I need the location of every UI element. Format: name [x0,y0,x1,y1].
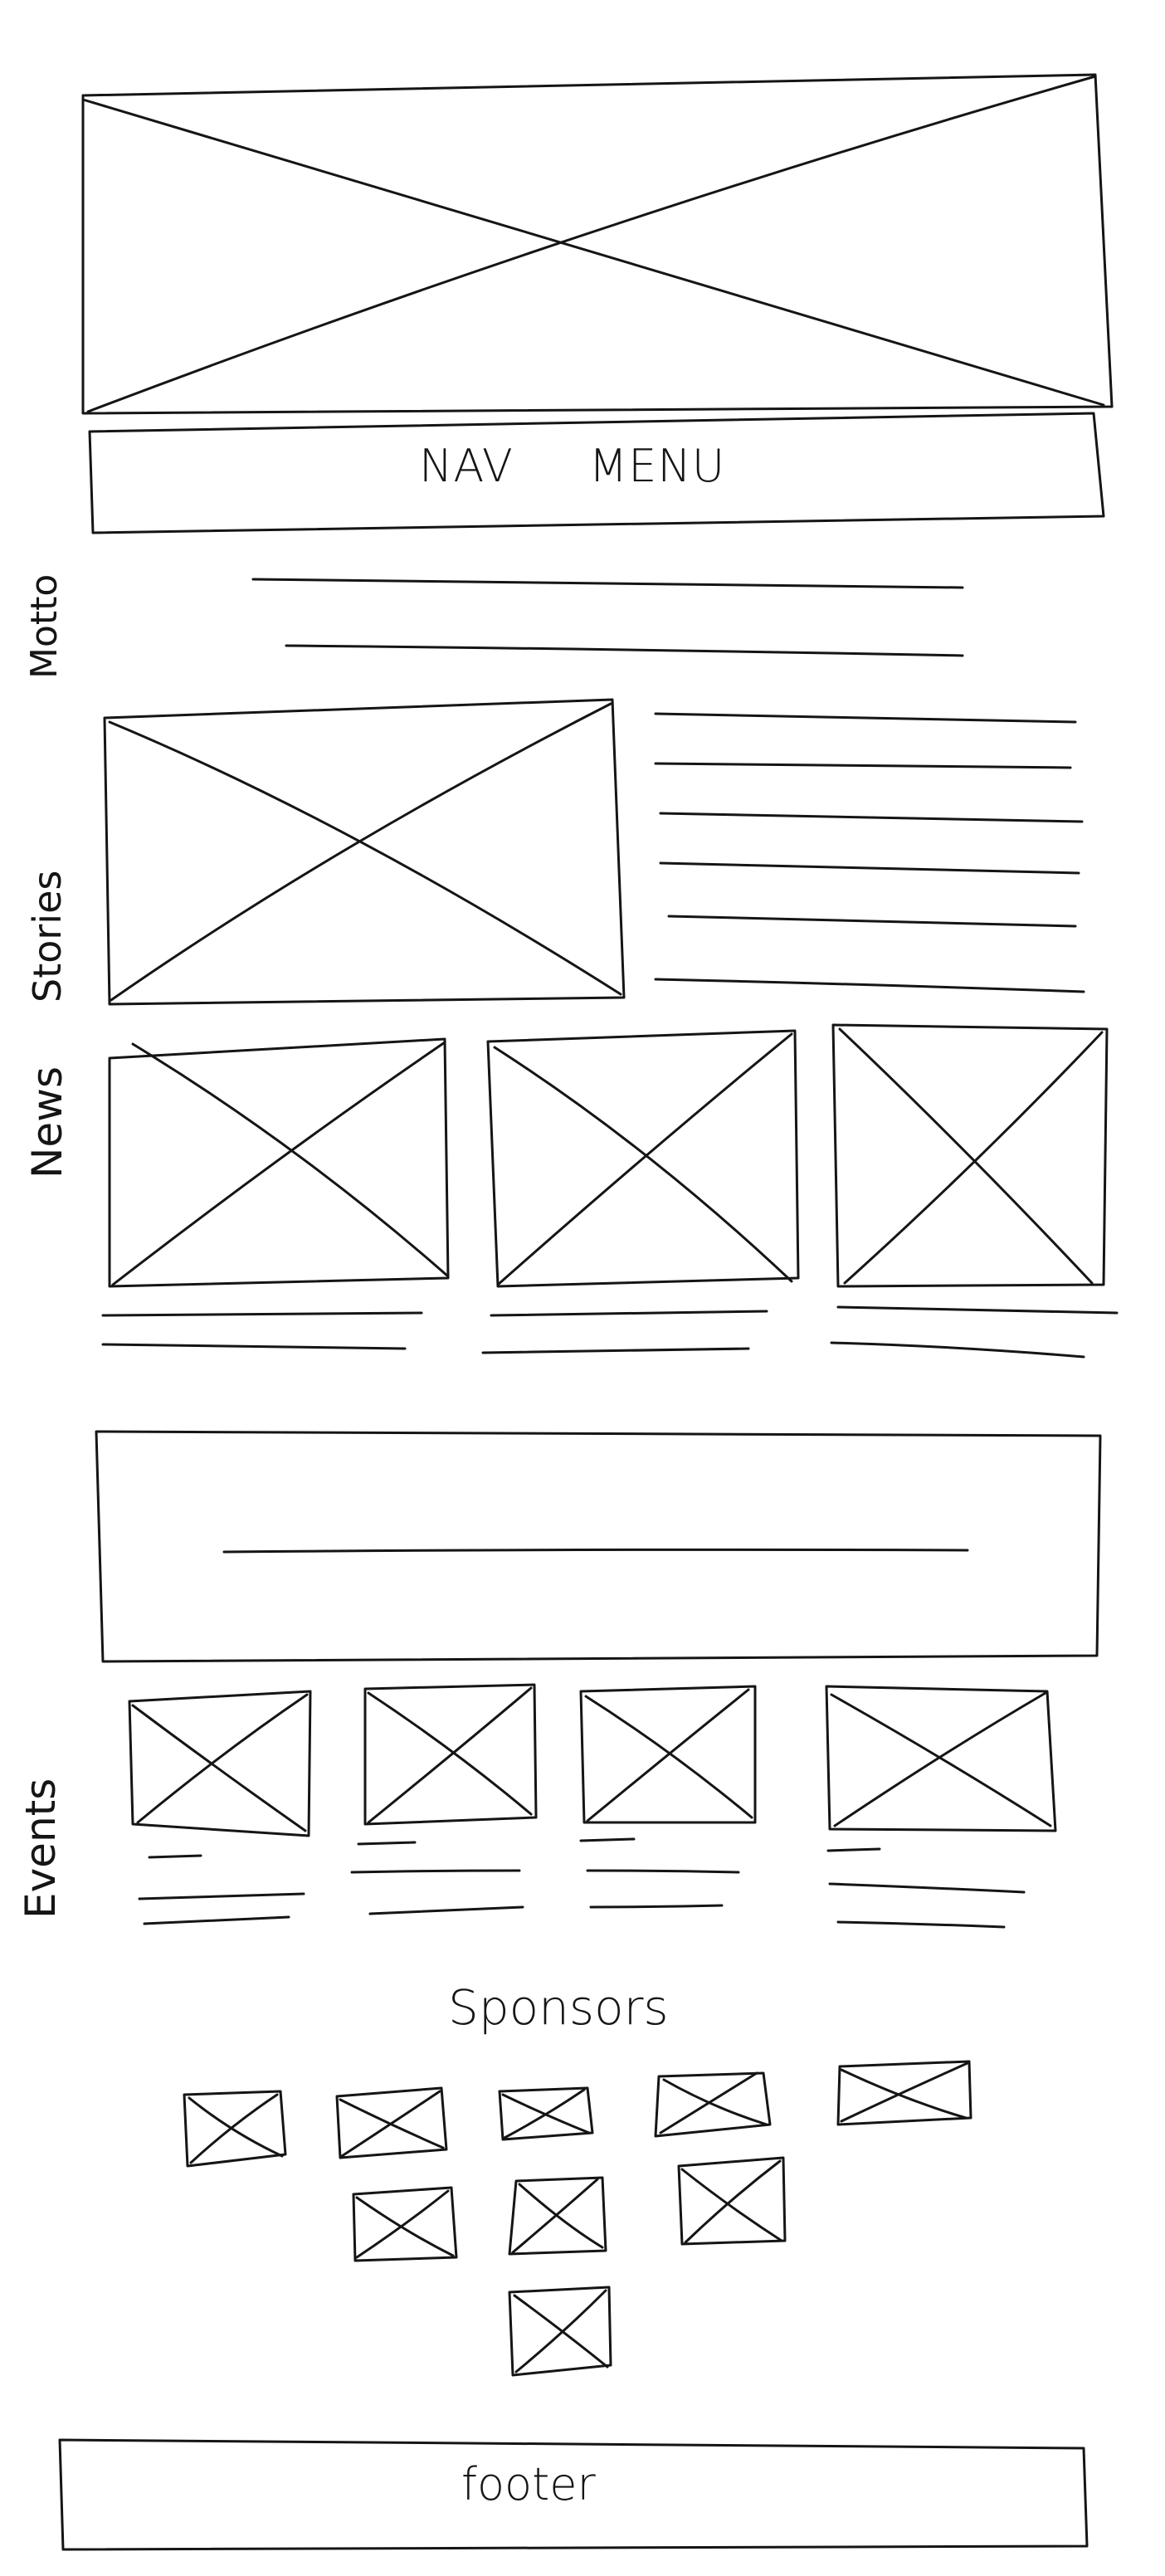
news-card-2[interactable] [481,1029,800,1354]
section-label-stories: Stories [25,870,70,1003]
sponsor-logo[interactable] [508,2176,607,2256]
section-label-news: News [23,1066,71,1178]
sponsor-logo[interactable] [352,2186,458,2262]
hero-image-placeholder [81,73,1114,415]
sponsor-logo[interactable] [335,2086,448,2159]
section-heading-sponsors: Sponsors [448,1979,669,2036]
stories-image-placeholder [103,698,626,1006]
event-card-3[interactable] [579,1685,757,1909]
section-label-motto: Motto [23,573,66,679]
section-label-events: Events [17,1778,65,1919]
stories-text-lines [654,712,1085,993]
sponsor-logo[interactable] [654,2071,772,2138]
footer-bar [58,2438,1089,2551]
banner-box [95,1430,1102,1663]
nav-menu-label: NAV MENU [419,440,726,492]
nav-menu-bar[interactable] [88,412,1105,534]
footer-label: footer [461,2458,596,2510]
sponsor-logo[interactable] [508,2286,612,2377]
sponsor-logo[interactable] [677,2156,787,2246]
event-card-2[interactable] [350,1683,538,1915]
sponsor-logo[interactable] [836,2060,972,2126]
motto-text-lines [251,578,964,657]
news-card-3[interactable] [830,1023,1119,1359]
event-card-4[interactable] [825,1685,1057,1929]
news-card-1[interactable] [101,1037,450,1350]
sponsor-logo[interactable] [498,2086,594,2141]
event-card-1[interactable] [128,1690,312,1925]
sponsor-logo[interactable] [183,2090,287,2168]
